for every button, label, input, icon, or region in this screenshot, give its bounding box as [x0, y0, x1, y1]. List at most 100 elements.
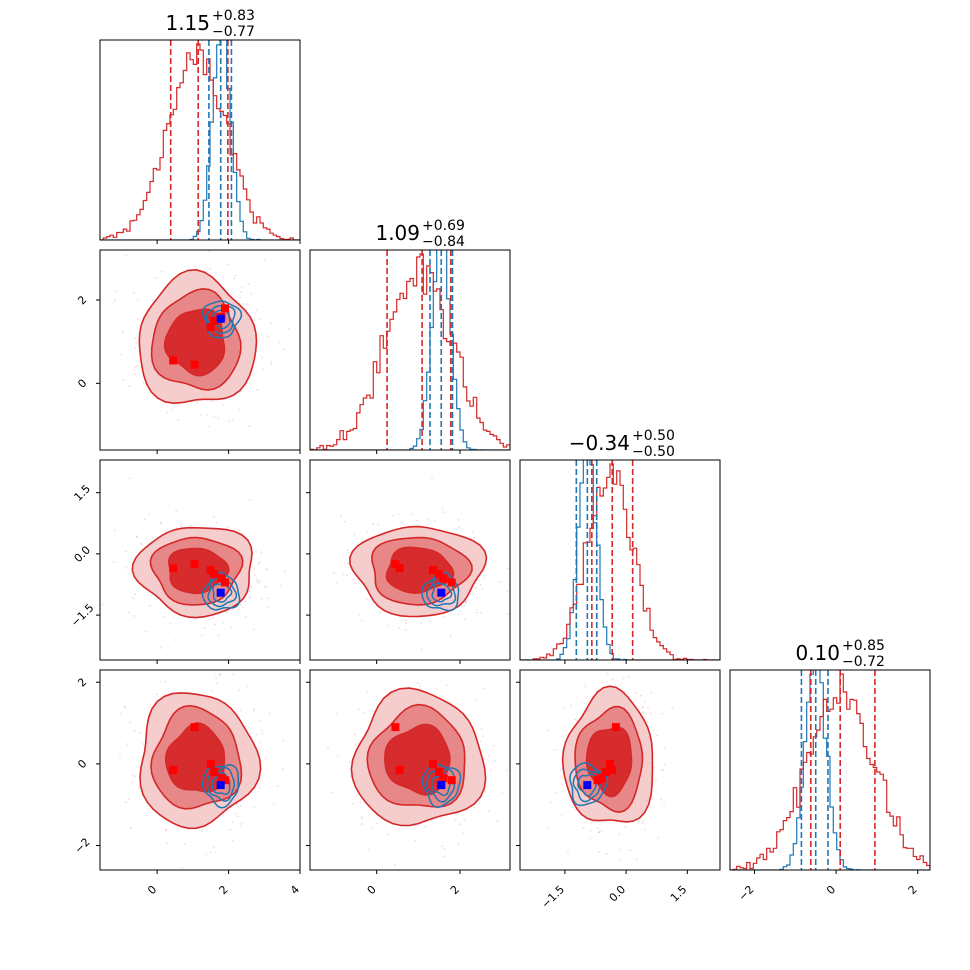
panel-frame — [309, 669, 511, 871]
scatter-point — [250, 292, 253, 295]
scatter-point — [258, 579, 261, 582]
scatter-point — [255, 550, 257, 552]
scatter-point — [372, 710, 375, 713]
scatter-point — [237, 529, 240, 532]
scatter-point — [435, 688, 438, 691]
contour-red-2 — [385, 546, 455, 594]
scatter-point — [410, 513, 413, 515]
scatter-point — [113, 529, 116, 532]
scatter-point — [427, 517, 429, 520]
scatter-point — [371, 826, 374, 829]
panel-1-0: 02 — [75, 249, 301, 454]
scatter-point — [644, 828, 646, 831]
scatter-point — [136, 298, 139, 301]
scatter-point — [424, 825, 427, 828]
scatter-point — [473, 806, 476, 809]
scatter-point — [265, 757, 267, 760]
scatter-point — [121, 331, 124, 334]
scatter-point — [239, 804, 242, 807]
scatter-point — [240, 823, 243, 825]
scatter-point — [152, 537, 154, 539]
scatter-point — [662, 769, 664, 771]
scatter-point — [144, 630, 147, 633]
panel-3-3-content — [730, 670, 930, 870]
scatter-point — [134, 337, 137, 339]
scatter-point — [482, 576, 485, 579]
marker-blue — [216, 588, 225, 597]
marker-red-1 — [190, 723, 199, 732]
scatter-point — [160, 522, 163, 525]
scatter-point — [347, 562, 349, 565]
scatter-point — [425, 872, 427, 874]
scatter-point — [151, 299, 154, 302]
scatter-point — [190, 524, 193, 527]
scatter-point — [562, 707, 565, 710]
scatter-point — [637, 820, 640, 823]
scatter-point — [252, 628, 255, 631]
marker-red-5 — [210, 570, 219, 579]
scatter-point — [465, 601, 468, 604]
scatter-point — [208, 618, 211, 621]
scatter-point — [215, 682, 218, 684]
scatter-point — [655, 779, 657, 781]
scatter-point — [255, 308, 258, 311]
scatter-point — [471, 531, 474, 534]
scatter-point — [213, 516, 215, 518]
scatter-point — [126, 743, 129, 745]
title-plus-0: +0.83 — [212, 8, 255, 24]
scatter-point — [209, 851, 212, 854]
scatter-point — [620, 682, 622, 685]
panel-3-2-content — [546, 672, 674, 862]
scatter-point — [250, 585, 253, 588]
scatter-point — [209, 268, 211, 270]
scatter-point — [483, 687, 486, 690]
scatter-point — [481, 735, 484, 737]
scatter-point — [246, 685, 249, 688]
scatter-point — [231, 839, 234, 842]
scatter-point — [214, 623, 217, 626]
marker-red-1 — [391, 560, 400, 569]
x-tick-label: −1.5 — [539, 883, 567, 911]
hist-red-0 — [100, 43, 300, 240]
scatter-point — [134, 593, 136, 596]
scatter-point — [443, 855, 446, 858]
scatter-point — [642, 711, 644, 714]
scatter-point — [218, 673, 221, 676]
panel-frame — [99, 669, 301, 871]
marker-red-4 — [217, 574, 226, 583]
panel-3-2: −1.5 0.0 1.5 — [516, 669, 721, 911]
scatter-point — [619, 859, 621, 862]
marker-red-5 — [210, 768, 219, 776]
scatter-point — [101, 603, 104, 606]
scatter-point — [207, 425, 210, 428]
scatter-point — [360, 823, 363, 826]
scatter-point — [454, 818, 457, 821]
x-tick-label: 2 — [448, 883, 462, 897]
marker-red-4 — [597, 774, 606, 783]
scatter-point — [255, 578, 258, 581]
scatter-point — [219, 673, 222, 676]
scatter-point — [483, 790, 486, 793]
scatter-point — [231, 293, 233, 295]
scatter-point — [240, 291, 243, 294]
scatter-point — [514, 576, 516, 578]
scatter-point — [162, 616, 165, 618]
marker-red-2 — [206, 566, 215, 575]
panel-3-1-content — [327, 682, 508, 874]
scatter-point — [166, 842, 169, 845]
scatter-point — [201, 634, 203, 637]
panel-frame — [519, 669, 721, 871]
scatter-point — [213, 416, 216, 418]
scatter-point — [227, 526, 230, 529]
scatter-point — [248, 425, 251, 427]
scatter-point — [332, 572, 335, 575]
scatter-point — [119, 353, 122, 356]
scatter-point — [401, 522, 404, 525]
scatter-point — [235, 274, 237, 277]
scatter-point — [231, 419, 234, 422]
panel-3-0-content — [119, 673, 284, 869]
panel-2-0-content — [101, 477, 286, 649]
scatter-point — [496, 820, 499, 823]
x-tick-label: 1.5 — [668, 883, 690, 905]
scatter-point — [114, 298, 116, 301]
